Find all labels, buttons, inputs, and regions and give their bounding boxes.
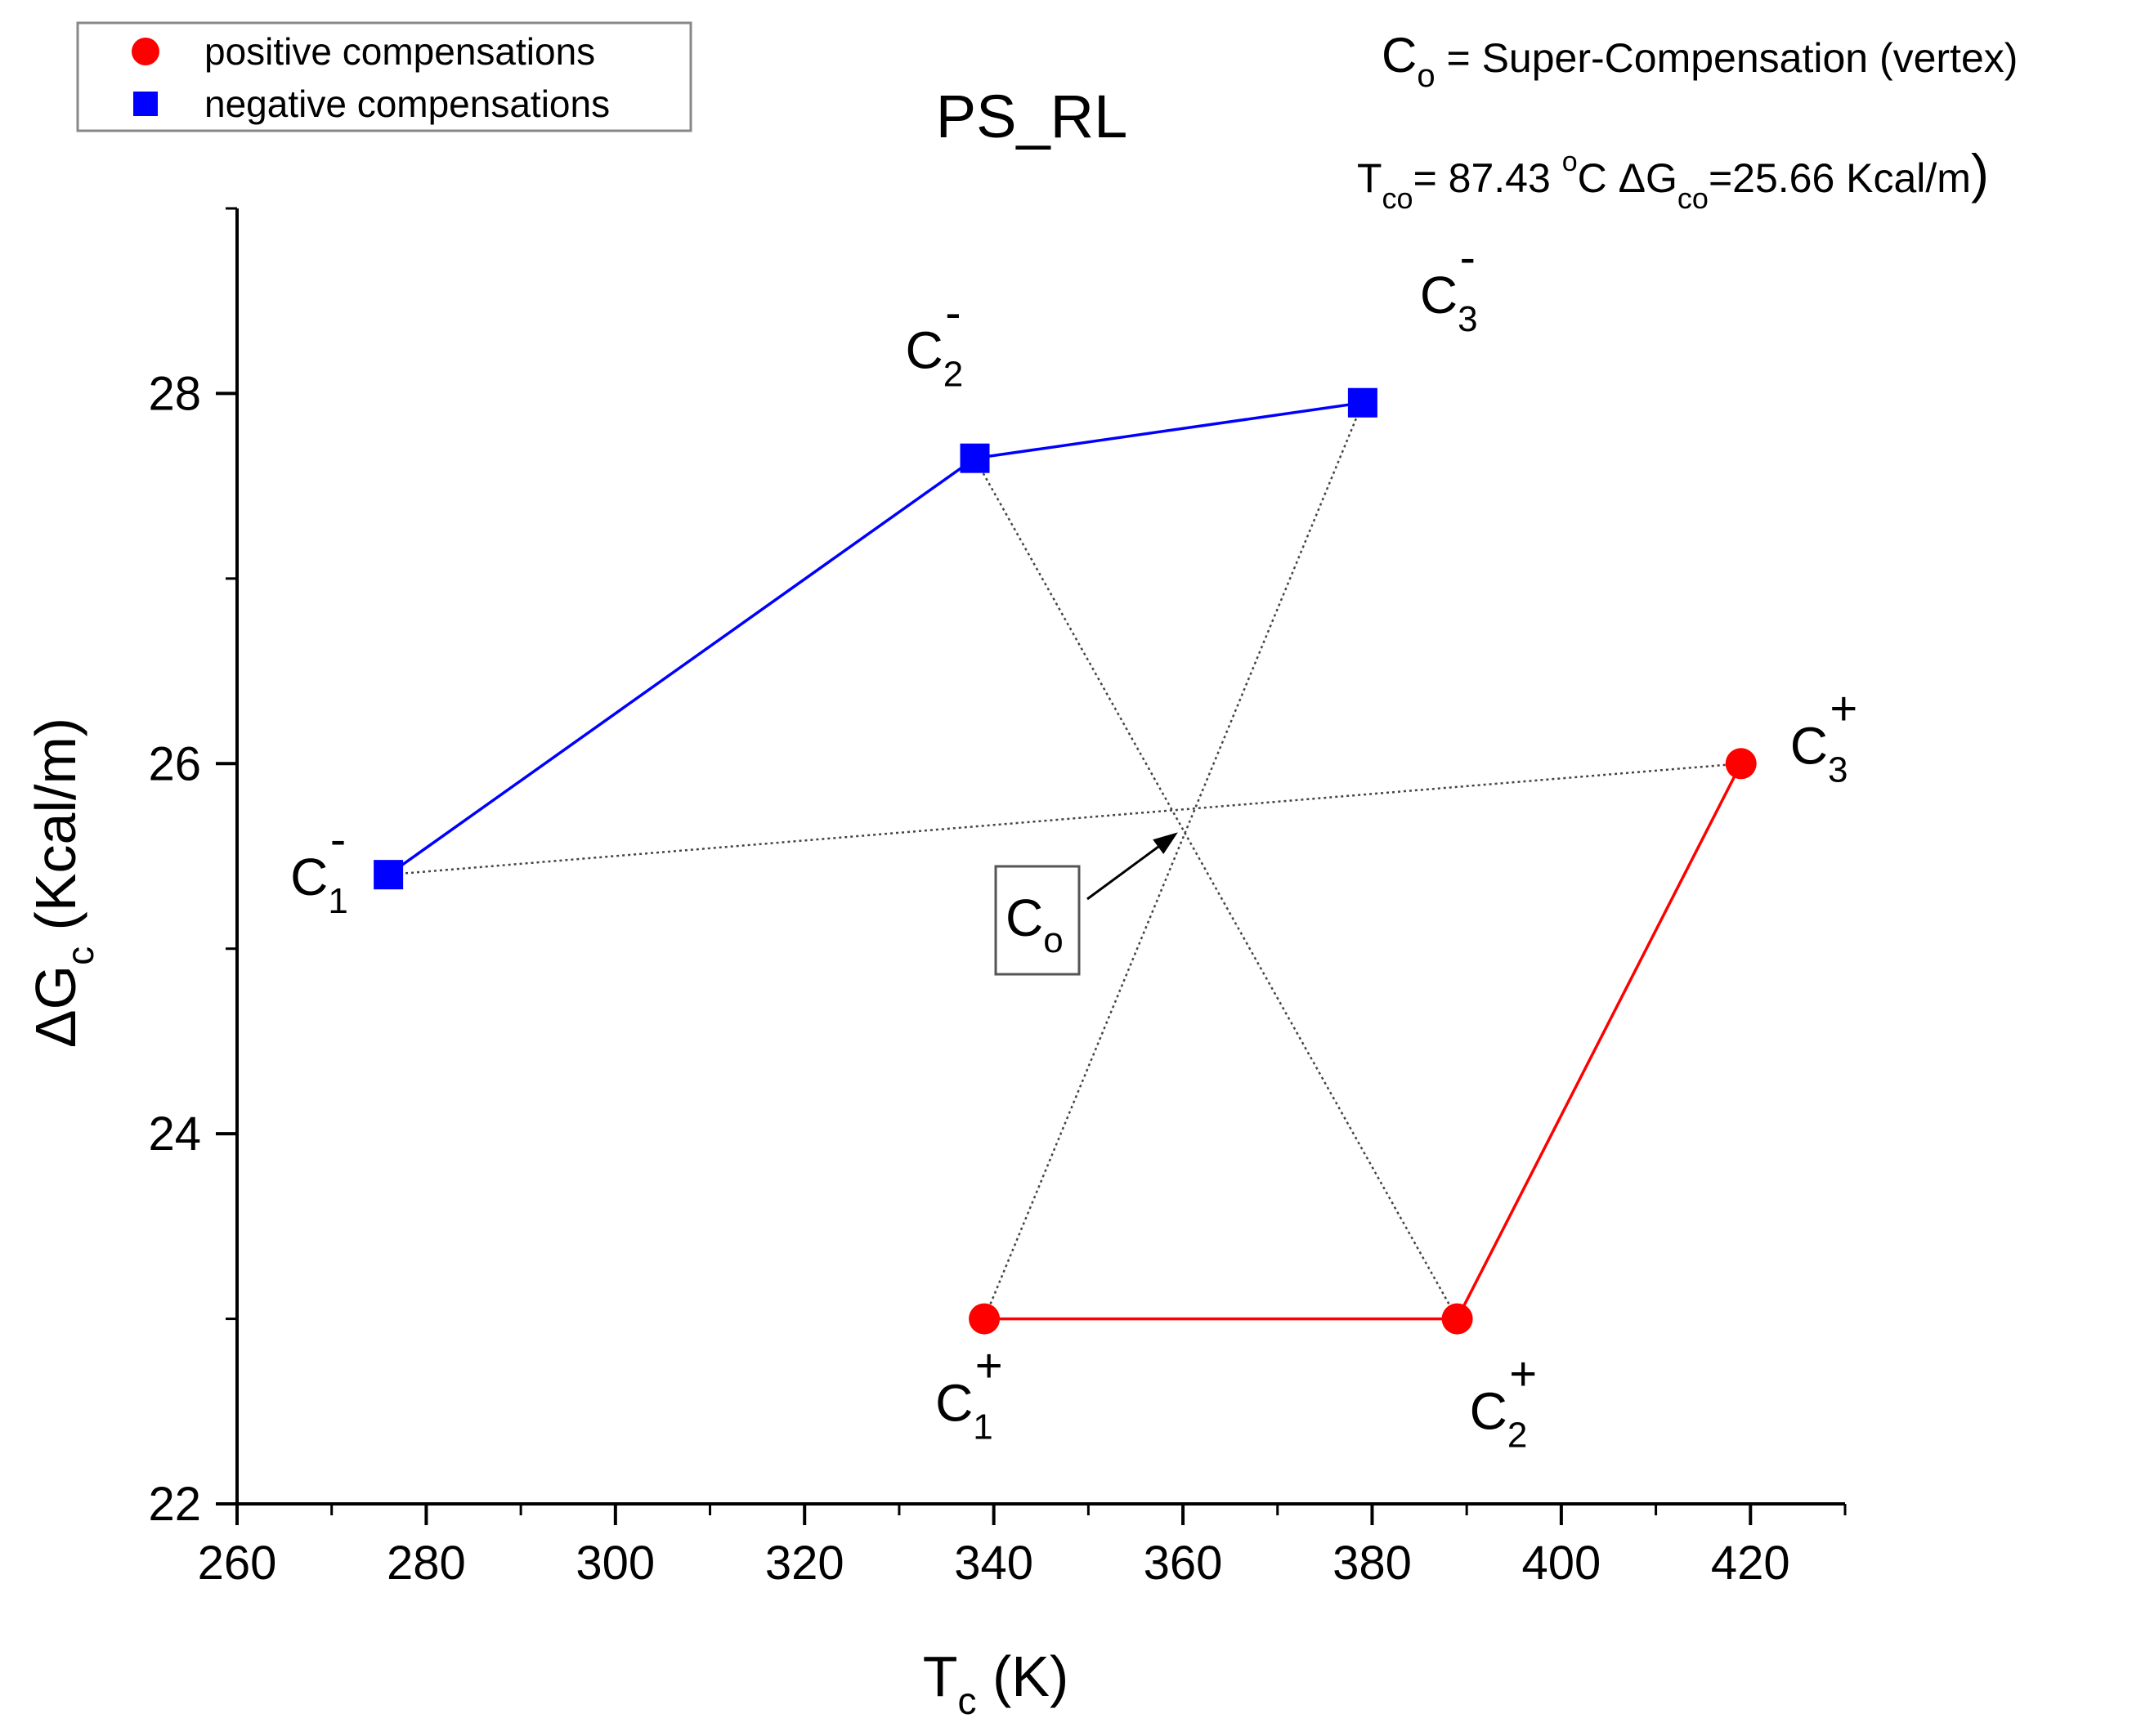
negative-point-3-label-sub: 3 [1458,299,1477,339]
negative-point-1-label-main: C [290,848,328,906]
legend-label-positive: positive compensations [204,30,595,73]
x-tick-label-300: 300 [576,1537,655,1590]
positive-point-3-label: C3 + [1790,682,1858,790]
negative-point-1 [374,860,404,890]
point-labels: C1+C2+C3+C1-C2- C3- [290,231,1857,1456]
annotation-c-sub: o [1417,58,1435,94]
positive-point-3 [1725,748,1757,780]
vertex-label-box [994,865,1081,976]
negative-point-2-label-sup: - [945,287,961,340]
x-axis-title: Tc (K) [923,1644,1069,1722]
annotation-t-value: = 87.43 [1413,155,1562,201]
annotation-t-sub: co [1382,181,1413,215]
y-tick-label-26: 26 [148,737,201,790]
negative-point-2-label-sub: 2 [943,355,963,395]
annotation-c: C [1382,28,1417,83]
negative-point-3-label-main: C [1420,266,1458,324]
y-axis-title-main: ΔG [24,965,87,1048]
x-axis-title-unit: (K) [977,1644,1069,1708]
series-lines [387,401,1743,1321]
y-tick-label-28: 28 [148,367,201,420]
markers [374,387,1757,1335]
x-tick-label-420: 420 [1711,1537,1790,1590]
annotation-t: T [1357,155,1382,201]
y-axis-title: ΔGc (Kcal/m) [24,718,101,1048]
legend-marker-negative [133,92,158,116]
x-tick-label-380: 380 [1332,1537,1412,1590]
x-tick-label-400: 400 [1521,1537,1601,1590]
annotation-paren: ) [1971,143,1989,204]
positive-point-1 [969,1303,1001,1335]
vertex-label-text: Co [1006,888,1064,960]
annotation-definition: = Super-Compensation (vertex) [1436,35,2018,81]
legend-label-negative: negative compensations [204,83,610,125]
negative-point-3 [1347,387,1377,418]
legend-marker-positive [132,38,159,65]
negative-point-2 [960,443,990,473]
positive-point-1-label-sub: 1 [973,1407,992,1447]
chart-title: PS_RL [936,83,1127,150]
y-tick-label-24: 24 [148,1107,201,1161]
dotted-connection-1 [388,763,1741,876]
y-axis-title-sub: c [59,946,101,965]
positive-point-2-label-sub: 2 [1507,1416,1527,1456]
positive-point-1-label: C1 + [935,1340,1003,1447]
positive-point-2-label-main: C [1470,1382,1507,1441]
dotted-connection-2 [974,458,1458,1320]
positive-point-2-label-sup: + [1509,1348,1537,1401]
x-tick-label-280: 280 [387,1537,466,1590]
vertex-arrow-head [1153,832,1178,855]
positive-point-3-label-main: C [1790,716,1828,775]
positive-point-3-label-sub: 3 [1828,749,1848,790]
annotation-line-2: Tco= 87.43 oC ΔGco=25.66 Kcal/m) [1357,143,1989,215]
series-line-negative [387,401,1364,876]
vertex-annotation: Co = Super-Compensation (vertex) Tco= 87… [1357,28,2018,215]
annotation-g: ΔG [1619,155,1677,201]
negative-point-1-label-sub: 1 [328,881,347,921]
series-line-positive [984,763,1743,1321]
x-tick-label-340: 340 [954,1537,1033,1590]
negative-point-3-label: C3 - [1420,231,1478,339]
annotation-line-1: Co = Super-Compensation (vertex) [1382,28,2018,94]
x-tick-label-260: 260 [198,1537,277,1590]
vertex-arrow [1086,841,1166,901]
axes [235,208,1845,1506]
x-axis-title-sub: c [958,1680,977,1722]
dotted-connections [388,402,1741,1320]
vertex-label-main: C [1006,888,1043,947]
positive-point-1-label-main: C [935,1374,973,1433]
negative-point-2-label-main: C [906,321,943,380]
y-axis-title-unit: (Kcal/m) [24,718,87,946]
positive-point-2-label: C2 + [1470,1348,1538,1456]
legend: positive compensations negative compensa… [76,21,692,132]
negative-point-1-label: C1 - [290,813,348,921]
positive-point-3-label-sup: + [1830,682,1857,735]
positive-point-1-label-sup: + [975,1340,1003,1393]
legend-box [76,21,692,132]
vertex-label: Co [994,832,1178,976]
x-tick-label-320: 320 [765,1537,844,1590]
positive-point-2 [1441,1303,1473,1335]
x-tick-label-360: 360 [1144,1537,1223,1590]
vertex-label-sub: o [1043,920,1063,960]
annotation-g-value: =25.66 Kcal/m [1709,155,1971,201]
annotation-degree: o [1562,146,1578,177]
annotation-g-sub: co [1677,181,1709,215]
dotted-connection-3 [983,402,1364,1320]
negative-point-2-label: C2 - [906,287,964,395]
x-axis-title-main: T [923,1644,958,1708]
negative-point-1-label-sup: - [330,813,346,866]
y-tick-label-22: 22 [148,1478,201,1531]
annotation-unit: C [1578,155,1619,201]
negative-point-3-label-sup: - [1460,231,1476,284]
